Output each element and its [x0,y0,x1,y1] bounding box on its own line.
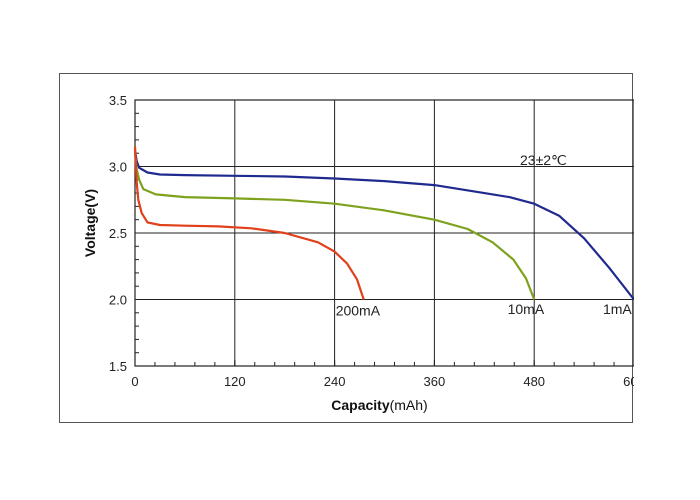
y-tick-label: 1.5 [109,359,127,374]
series-line-1mA [133,150,634,301]
series-label-1mA: 1mA [603,301,632,317]
series-label-200mA: 200mA [336,302,381,318]
x-axis-title: Capacity(mAh) [331,397,427,413]
x-tick-label: 600 [623,374,634,389]
series-line-200mA [133,146,365,300]
x-tick-label: 0 [131,374,138,389]
x-tick-label: 480 [523,374,545,389]
y-axis-title: Voltage(V) [82,189,98,257]
y-tick-label: 2.5 [109,226,127,241]
x-axis-title-unit: (mAh) [390,397,428,413]
y-tick-label: 3.0 [109,160,127,175]
y-tick-label: 2.0 [109,293,127,308]
series-label-10mA: 10mA [508,301,545,317]
x-tick-label: 240 [324,374,346,389]
x-axis-title-bold: Capacity [331,397,390,413]
chart-frame: 0 120 240 360 480 600 1.5 2.0 2.5 3.0 3.5 Capacity(… [59,73,634,423]
x-tick-label: 360 [424,374,446,389]
x-tick-label: 120 [224,374,246,389]
discharge-chart: 0 120 240 360 480 600 1.5 2.0 2.5 3.0 3.5 Capacity(… [82,93,634,413]
y-tick-label: 3.5 [109,93,127,108]
temperature-annotation: 23±2℃ [520,152,567,168]
series-line-10mA [133,153,536,300]
